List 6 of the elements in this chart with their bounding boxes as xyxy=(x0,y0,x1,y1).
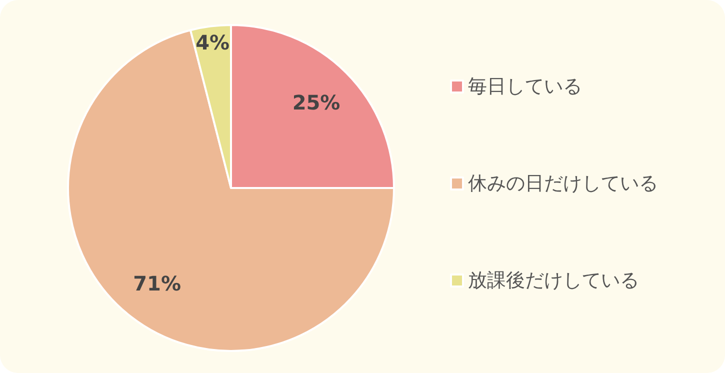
legend-label: 放課後だけしている xyxy=(468,270,639,292)
data-label: 25% xyxy=(292,90,340,115)
legend-label: 休みの日だけしている xyxy=(468,172,658,194)
data-label: 71% xyxy=(133,271,182,296)
legend-label: 毎日している xyxy=(468,76,582,98)
data-label: 4% xyxy=(196,30,230,54)
